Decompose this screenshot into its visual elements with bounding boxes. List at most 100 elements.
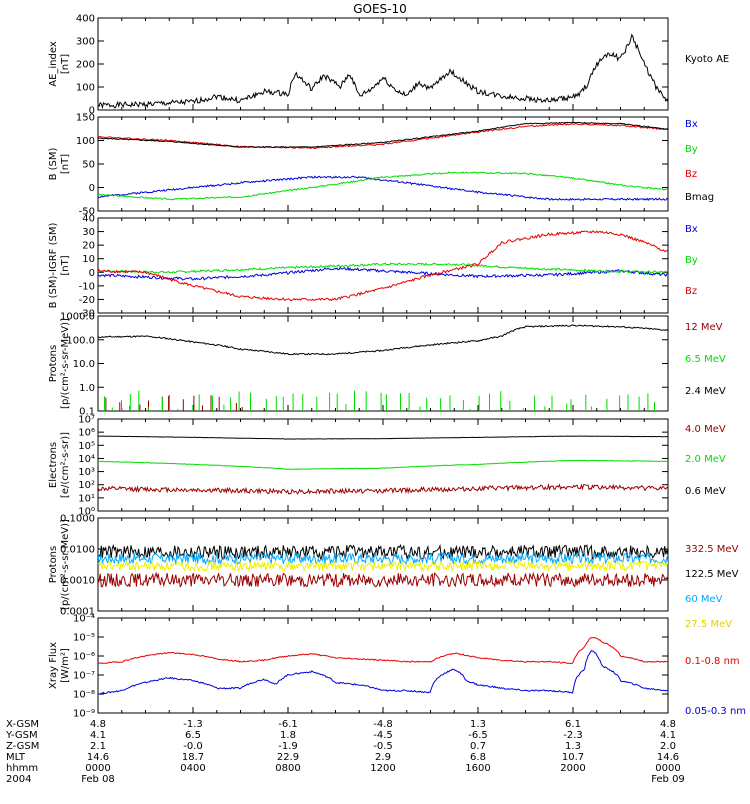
x-tick-label: -6.1	[278, 719, 298, 730]
plot-area	[98, 121, 668, 202]
series-line-2-4-mev	[98, 324, 668, 356]
y-tick-label: 10⁶	[78, 428, 95, 439]
legend-entry: Bx	[685, 119, 698, 130]
x-tick-label: 0400	[180, 763, 205, 774]
series-line-60-mev	[98, 551, 668, 566]
y-tick-label: 10⁻⁴	[73, 614, 95, 625]
y-axis-label: AE_index[nT]	[48, 41, 71, 87]
x-tick-label: -4.5	[373, 730, 393, 741]
x-tick-label: Feb 08	[81, 774, 115, 785]
y-axis-label: Xray Flux[W/m²]	[48, 642, 71, 689]
plot-area	[98, 230, 668, 302]
y-tick-label: 0	[89, 106, 95, 117]
x-tick-label: 10.7	[562, 752, 584, 763]
x-tick-label: 4.1	[660, 730, 676, 741]
x-row-label: Y-GSM	[5, 730, 38, 741]
panel-frame	[97, 116, 669, 212]
y-tick-label: 10⁻⁵	[73, 633, 95, 644]
x-tick-label: 22.9	[277, 752, 299, 763]
y-tick-label: 100	[76, 136, 95, 147]
y-tick-label: 0.1000	[60, 514, 95, 525]
series-line-by	[98, 262, 668, 274]
series-line-by	[98, 171, 668, 201]
x-tick-label: 4.8	[660, 719, 676, 730]
legend-entry: 12 MeV	[685, 322, 723, 333]
y-tick-label: 10⁴	[78, 454, 95, 465]
y-tick-label: 30	[82, 227, 95, 238]
panel-frame	[97, 418, 669, 512]
x-tick-label: 2000	[560, 763, 585, 774]
x-tick-label: 14.6	[87, 752, 109, 763]
x-tick-label: -2.3	[563, 730, 583, 741]
y-tick-label: 0	[89, 183, 95, 194]
legend-entry: 60 MeV	[685, 594, 723, 605]
chart-title: GOES-10	[353, 2, 407, 16]
y-tick-label: -30	[79, 309, 95, 320]
x-tick-label: 0000	[85, 763, 110, 774]
y-tick-label: 1.0	[79, 383, 95, 394]
panel-frame	[97, 517, 669, 612]
x-tick-label: 6.5	[185, 730, 201, 741]
x-tick-label: -4.8	[373, 719, 393, 730]
legend-entry: 122.5 MeV	[685, 569, 739, 580]
y-tick-label: 0.0010	[60, 576, 95, 587]
y-tick-label: 50	[82, 160, 95, 171]
y-tick-label: 10¹	[78, 493, 95, 504]
x-tick-label: 2.1	[90, 741, 106, 752]
panel-frame	[97, 17, 669, 111]
x-tick-label: 18.7	[182, 752, 204, 763]
series-line-0-05-0-3-nm	[98, 649, 668, 695]
series-line-bmag	[98, 121, 668, 149]
x-tick-label: 0800	[275, 763, 300, 774]
panel-bsmigrf: -30 -20 -10 0 10 20 30 40 B (SM)-IGRF (SM)[nT] Bx…	[48, 214, 698, 320]
y-tick-label: 10⁷	[78, 415, 95, 426]
panel-bsm: -50 0 50 100 150 B (SM)[nT] Bx By Bz Bmag	[48, 113, 714, 218]
y-tick-label: -20	[79, 295, 95, 306]
legend-entry: 27.5 MeV	[685, 619, 732, 630]
x-tick-label: 1.8	[280, 730, 296, 741]
series-line-27-5-mev	[98, 559, 668, 573]
x-row-label: 2004	[6, 774, 31, 785]
x-row-label: MLT	[6, 752, 26, 763]
y-tick-label: 100.0	[66, 335, 95, 346]
plot-area	[98, 33, 668, 110]
plot-area	[98, 543, 668, 588]
x-tick-label: 6.1	[565, 719, 581, 730]
y-tick-label: 10²	[78, 480, 95, 491]
panel-frame	[97, 217, 669, 314]
y-tick-label: 0	[89, 268, 95, 279]
legend-entry: Bz	[685, 286, 697, 297]
y-tick-label: 0.0100	[60, 545, 95, 556]
legend-entry: 0.1-0.8 nm	[685, 656, 740, 667]
x-tick-label: 4.8	[90, 719, 106, 730]
plot-area	[98, 435, 668, 495]
x-tick-label: 6.8	[470, 752, 486, 763]
y-tick-label: 10⁻⁹	[73, 709, 95, 720]
x-tick-label: 1.3	[565, 741, 581, 752]
y-tick-label: 10⁵	[78, 441, 95, 452]
series-line-0-6-mev	[98, 435, 668, 440]
panel-xray: 10⁻⁹ 10⁻⁸ 10⁻⁷ 10⁻⁶ 10⁻⁵ 10⁻⁴ Xray Flux[W/m²] 0…	[48, 614, 746, 720]
x-tick-label: 14.6	[657, 752, 679, 763]
y-tick-label: 10⁻⁷	[73, 671, 95, 682]
series-line-0-1-0-8-nm	[98, 637, 668, 665]
panel-electrons: 10⁰ 10¹ 10² 10³ 10⁴ 10⁵ 10⁶ 10⁷ Electrons[e/(cm²…	[48, 415, 726, 518]
panel-protons2: 0.0001 0.0010 0.0100 0.1000Protons[p/(cm²-s…	[48, 514, 739, 631]
legend-entry: Bz	[685, 169, 697, 180]
series-line-bx	[98, 175, 668, 202]
x-tick-label: 4.1	[90, 730, 106, 741]
y-axis-label: B (SM)[nT]	[48, 147, 71, 180]
legend-entry: 332.5 MeV	[685, 544, 739, 555]
panel-ae: 0 100 200 300 400 AE_index[nT] Kyoto AE	[48, 14, 729, 117]
legend-entry: By	[685, 255, 698, 266]
x-tick-label: -0.5	[373, 741, 393, 752]
y-tick-label: 1000.0	[60, 312, 95, 323]
x-tick-label: -0.0	[183, 741, 203, 752]
y-tick-label: 10⁻⁸	[73, 690, 95, 701]
y-tick-label: 40	[82, 214, 95, 225]
series-line-2-0-mev	[98, 459, 668, 470]
y-tick-label: 300	[76, 37, 95, 48]
